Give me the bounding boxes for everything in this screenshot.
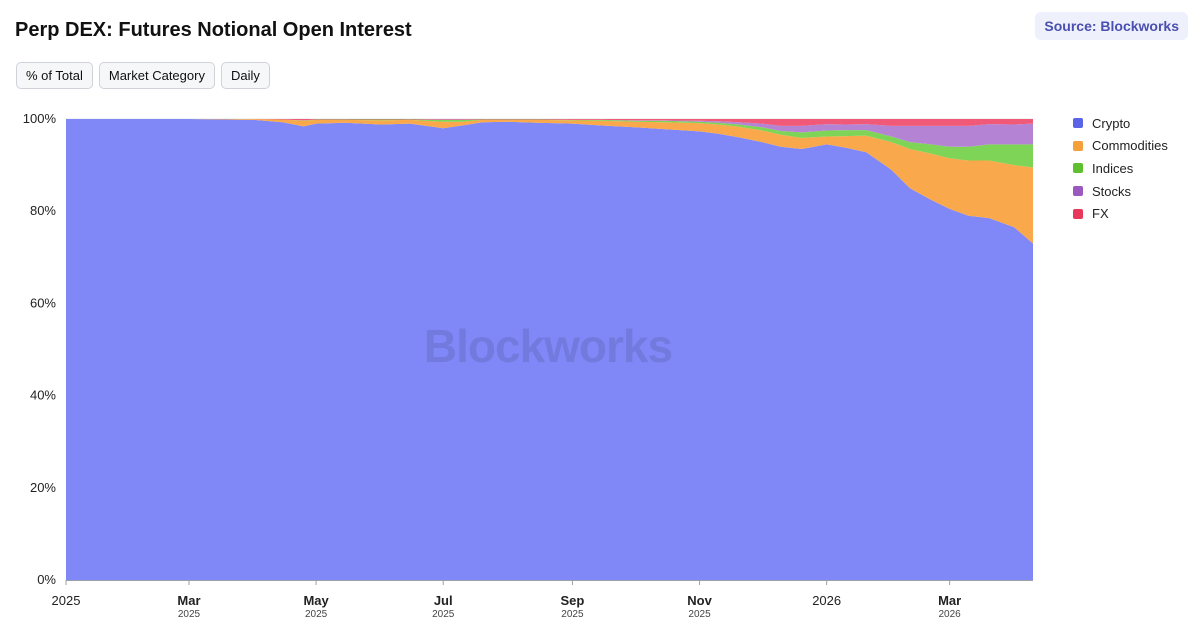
y-tick-label: 80% [30, 203, 56, 218]
legend-item-indices[interactable]: Indices [1073, 157, 1168, 180]
legend-label: Indices [1092, 160, 1134, 176]
x-tick-sublabel: 2025 [178, 609, 201, 620]
area-stocks[interactable] [66, 119, 1033, 147]
area-crypto[interactable] [66, 119, 1033, 580]
x-tick-sublabel: 2026 [939, 609, 962, 620]
legend-swatch [1073, 118, 1083, 129]
area-series [66, 119, 1033, 580]
y-tick-label: 20% [30, 480, 56, 495]
legend-label: FX [1092, 206, 1109, 222]
y-tick-label: 100% [23, 111, 57, 126]
legend-item-crypto[interactable]: Crypto [1073, 112, 1168, 135]
legend-item-fx[interactable]: FX [1073, 202, 1168, 225]
x-tick-sublabel: 2025 [688, 609, 711, 620]
y-tick-label: 60% [30, 295, 56, 310]
x-tick-label: 2025 [52, 593, 81, 608]
area-fx[interactable] [66, 119, 1033, 126]
x-tick-label: Sep [561, 593, 585, 608]
x-tick-label: Mar [938, 593, 961, 608]
legend-label: Commodities [1092, 138, 1168, 154]
legend-swatch [1073, 140, 1083, 151]
x-tick-label: Mar [177, 593, 200, 608]
axes: 0%20%40%60%80%100%2025 Mar2025May2025Jul2… [23, 111, 1033, 620]
legend-item-stocks[interactable]: Stocks [1073, 180, 1168, 203]
x-tick-label: Nov [687, 593, 712, 608]
x-tick-label: 2026 [812, 593, 841, 608]
chart-title: Perp DEX: Futures Notional Open Interest [15, 19, 412, 41]
y-tick-label: 40% [30, 388, 56, 403]
x-tick-label: Jul [434, 593, 453, 608]
legend-item-commodities[interactable]: Commodities [1073, 135, 1168, 158]
legend-swatch [1073, 163, 1083, 174]
legend-swatch [1073, 186, 1083, 197]
legend-label: Stocks [1092, 183, 1132, 199]
legend-swatch [1073, 208, 1083, 219]
x-tick-label: May [303, 593, 329, 608]
chart-controls: % of Total Market Category Daily [16, 62, 270, 89]
x-tick-sublabel: 2025 [305, 609, 328, 620]
legend-label: Crypto [1092, 115, 1131, 131]
chart-legend: Crypto Commodities Indices Stocks FX [1073, 112, 1168, 225]
x-tick-sublabel: 2025 [432, 609, 455, 620]
y-tick-label: 0% [37, 572, 56, 587]
source-badge[interactable]: Source: Blockworks [1035, 12, 1188, 40]
daily-interval-button[interactable]: Daily [220, 62, 270, 89]
market-category-button[interactable]: Market Category [98, 62, 215, 89]
watermark: Blockworks [424, 320, 672, 372]
percent-of-total-button[interactable]: % of Total [16, 62, 93, 89]
x-tick-sublabel: 2025 [561, 609, 584, 620]
